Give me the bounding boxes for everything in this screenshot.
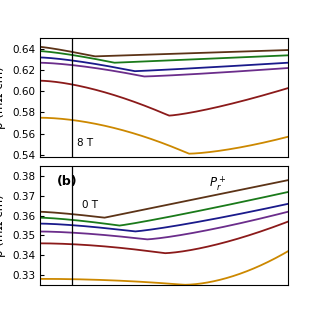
Text: $P_r^+$: $P_r^+$ (209, 175, 226, 193)
Y-axis label: ρ (mΩ cm): ρ (mΩ cm) (0, 194, 6, 257)
Text: (b): (b) (57, 175, 78, 188)
Text: 0 T: 0 T (82, 199, 98, 210)
Y-axis label: ρ (mΩ cm): ρ (mΩ cm) (0, 66, 6, 129)
Text: 8 T: 8 T (77, 138, 93, 148)
